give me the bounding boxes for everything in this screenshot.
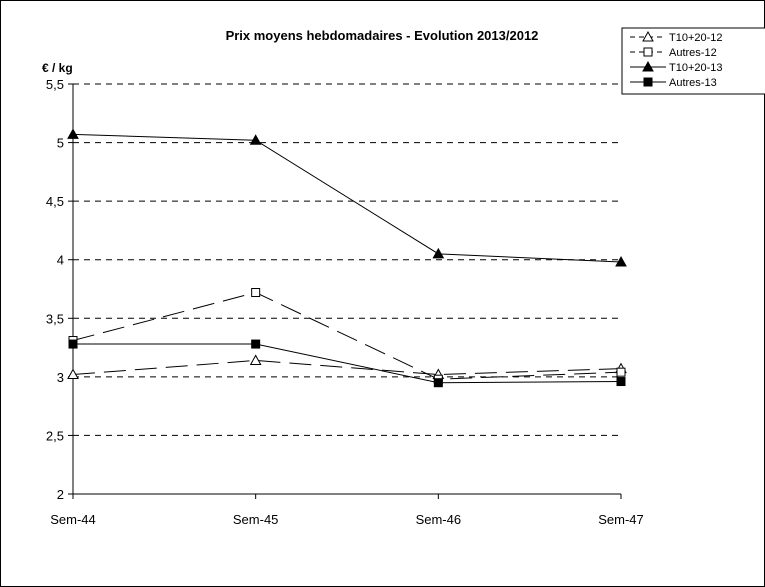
y-tick-label: 2: [57, 487, 64, 502]
data-point-3-2: [433, 378, 443, 388]
legend-marker-2: [642, 60, 654, 72]
legend: T10+20-12 Autres-12 T10+20-13 Autres-13: [621, 27, 765, 95]
data-point-2-3: [615, 256, 627, 267]
data-point-2-2: [432, 247, 445, 259]
y-tick-label: 4: [57, 253, 64, 268]
data-point-1-1: [251, 288, 261, 298]
x-tick-label: Sem-45: [233, 512, 279, 527]
data-point-3-0: [68, 339, 78, 349]
legend-marker-3: [643, 77, 653, 87]
legend-label-2: T10+20-13: [669, 62, 723, 74]
x-tick-label: Sem-44: [50, 512, 96, 527]
y-tick-label: 3,5: [46, 311, 64, 326]
y-tick-label: 5: [57, 136, 64, 151]
y-tick-label: 4,5: [46, 194, 64, 209]
series-line-2: [72, 133, 622, 263]
gridlines: [73, 83, 621, 436]
data-point-2-1: [249, 134, 262, 145]
y-axis-label: € / kg: [42, 61, 73, 75]
series-line-1: [72, 291, 622, 380]
series-group: [67, 128, 627, 388]
series-line-3: [73, 343, 622, 384]
data-point-3-1: [251, 339, 261, 349]
legend-label-0: T10+20-12: [669, 32, 723, 44]
y-tick-label: 3: [57, 370, 64, 385]
y-tick-label: 2,5: [46, 428, 64, 443]
chart-title: Prix moyens hebdomadaires - Evolution 20…: [226, 28, 539, 43]
legend-label-1: Autres-12: [669, 47, 717, 59]
data-point-0-1: [249, 354, 262, 365]
x-tick-label: Sem-47: [598, 512, 644, 527]
axes: 2 2,5 3 3,5 4 4,5 5 5,5 Sem-44 Sem-45 Sem-46 Sem-47: [46, 77, 644, 527]
legend-label-3: Autres-13: [669, 77, 717, 89]
data-point-1-3: [616, 367, 626, 377]
data-point-0-0: [67, 368, 79, 380]
legend-marker-0: [642, 30, 654, 42]
data-point-3-3: [616, 377, 626, 387]
x-tick-label: Sem-46: [416, 512, 462, 527]
data-point-2-0: [67, 128, 79, 139]
y-tick-label: 5,5: [46, 77, 64, 92]
legend-marker-1: [643, 47, 653, 57]
